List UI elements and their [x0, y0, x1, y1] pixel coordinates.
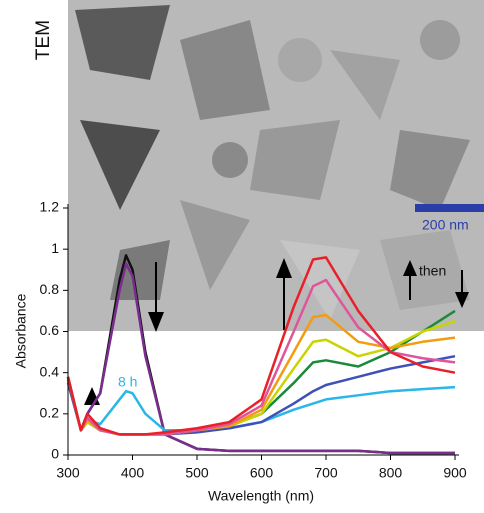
x-tick-label: 300 [56, 465, 80, 481]
y-tick-label: 1 [51, 240, 59, 256]
y-tick-label: 0.2 [40, 405, 60, 421]
x-tick-label: 700 [314, 465, 338, 481]
y-axis-title: Absorbance [13, 293, 29, 368]
y-tick-label: 0.8 [40, 281, 60, 297]
annotation: 8 h [118, 374, 137, 390]
x-tick-label: 600 [250, 465, 274, 481]
y-tick-label: 1.2 [40, 199, 60, 215]
image-label: TEM [33, 20, 54, 60]
y-tick-label: 0 [51, 446, 59, 462]
x-tick-label: 800 [379, 465, 403, 481]
x-tick-label: 400 [121, 465, 145, 481]
x-tick-label: 900 [443, 465, 467, 481]
x-axis-title: Wavelength (nm) [208, 488, 314, 504]
y-tick-label: 0.4 [40, 363, 60, 379]
y-tick-label: 0.6 [40, 322, 60, 338]
scale-bar-label: 200 nm [422, 217, 469, 233]
chart: TEM 200 nm 8 h then Absorbance Wavelengt… [0, 0, 484, 508]
tem-image [68, 0, 484, 331]
page: {"chart_data": {"type": "line", "xlabel"… [0, 0, 484, 508]
series-line [68, 356, 455, 434]
annotation: then [419, 263, 446, 279]
x-tick-label: 500 [185, 465, 209, 481]
